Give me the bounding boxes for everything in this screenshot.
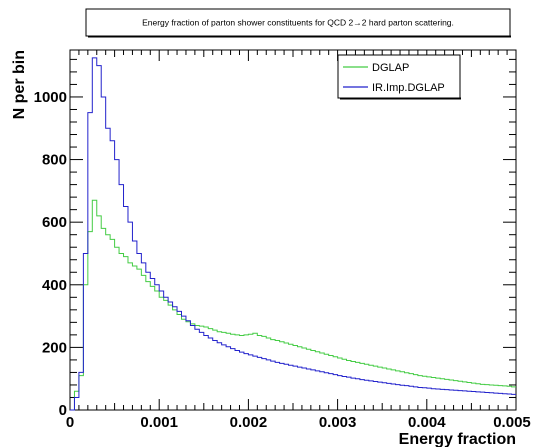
legend-label-dglap: DGLAP [372, 62, 409, 74]
y-axis-title: N per bin [11, 50, 28, 119]
y-tick-label: 400 [42, 277, 67, 294]
series-line-dglap [70, 199, 516, 411]
x-tick-label: 0.003 [319, 414, 357, 431]
plot-frame [69, 49, 517, 411]
x-tick-label: 0.001 [140, 414, 178, 431]
legend-label-ir-imp-dglap: IR.Imp.DGLAP [372, 82, 445, 94]
y-tick-label: 0 [59, 402, 67, 419]
axis-ticks [69, 50, 517, 411]
tick-labels: 0 0.001 0.002 0.003 0.004 0.005 0 200 400 600 800 1… [34, 89, 531, 431]
y-tick-label: 600 [42, 214, 67, 231]
chart-title: Energy fraction of parton shower constit… [142, 18, 454, 28]
x-axis-title: Energy fraction [399, 431, 516, 447]
legend-box [337, 54, 461, 99]
y-tick-label: 800 [42, 152, 67, 169]
x-tick-label: 0.004 [408, 414, 446, 431]
x-tick-label: 0.002 [230, 414, 268, 431]
x-tick-label: 0.005 [493, 414, 531, 431]
y-tick-label: 200 [42, 339, 67, 356]
y-tick-label: 1000 [34, 89, 67, 106]
series-line-ir-imp-dglap [70, 57, 516, 411]
title-box [85, 8, 511, 37]
x-tick-label: 0 [66, 414, 74, 431]
